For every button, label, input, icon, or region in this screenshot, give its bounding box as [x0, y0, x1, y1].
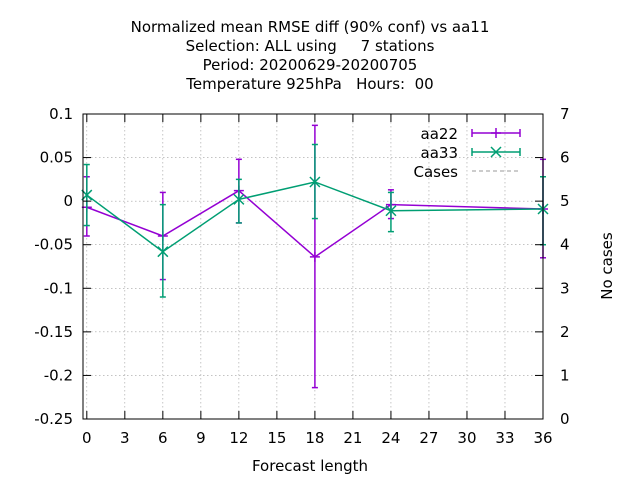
- chart-title: Normalized mean RMSE diff (90% conf) vs …: [131, 18, 490, 93]
- x-tick-label: 36: [533, 429, 552, 447]
- data-point: [233, 193, 245, 205]
- x-tick-label: 30: [457, 429, 476, 447]
- y-tick-label: -0.2: [44, 366, 73, 384]
- y2-axis-label: No cases: [598, 232, 616, 300]
- x-tick-label: 27: [419, 429, 438, 447]
- y-axis-ticks: 0.1 0.05 0 -0.05 -0.1 -0.15 -0.2 -0.25: [34, 105, 91, 428]
- y-tick-label: -0.1: [44, 279, 73, 297]
- y2-axis-ticks: 7 6 5 4 3 2 1 0: [535, 105, 570, 428]
- data-point: [490, 146, 502, 158]
- title-line-2: Selection: ALL using 7 stations: [186, 37, 435, 55]
- y-tick-label: 0: [63, 192, 73, 210]
- data-point: [309, 251, 320, 262]
- x-axis-label: Forecast length: [252, 457, 368, 475]
- x-tick-label: 0: [82, 429, 92, 447]
- grid: [83, 113, 544, 420]
- y-tick-label: -0.25: [34, 410, 73, 428]
- y-tick-label: 0.1: [49, 105, 73, 123]
- y2-tick-label: 7: [560, 105, 570, 123]
- legend-label: aa22: [421, 125, 458, 143]
- data-point: [385, 205, 397, 217]
- y2-tick-label: 4: [560, 236, 570, 254]
- data-point: [157, 246, 169, 258]
- x-tick-label: 9: [196, 429, 206, 447]
- y-tick-label: -0.05: [34, 236, 73, 254]
- y-tick-label: -0.15: [34, 323, 73, 341]
- plot-frame: [82, 113, 544, 420]
- series-line: [86, 181, 544, 253]
- data-series: [81, 124, 549, 389]
- x-axis-ticks: 0 3 6 9 12 15 18 21 24 27 30 33 36: [82, 114, 553, 447]
- y2-tick-label: 5: [560, 192, 570, 210]
- y2-tick-label: 6: [560, 149, 570, 167]
- x-tick-label: 33: [495, 429, 514, 447]
- y-tick-label: 0.05: [40, 149, 73, 167]
- y2-tick-label: 2: [560, 323, 570, 341]
- x-tick-label: 24: [381, 429, 400, 447]
- x-tick-label: 18: [305, 429, 324, 447]
- x-tick-label: 12: [229, 429, 248, 447]
- legend-label: Cases: [413, 163, 458, 181]
- series-aa33: [81, 143, 549, 298]
- x-tick-label: 6: [158, 429, 168, 447]
- title-line-1: Normalized mean RMSE diff (90% conf) vs …: [131, 18, 490, 36]
- y2-tick-label: 0: [560, 410, 570, 428]
- x-tick-label: 21: [343, 429, 362, 447]
- y2-tick-label: 1: [560, 366, 570, 384]
- title-line-3: Period: 20200629-20200705: [203, 56, 418, 74]
- x-tick-label: 3: [120, 429, 130, 447]
- title-line-4: Temperature 925hPa Hours: 00: [185, 75, 433, 93]
- y2-tick-label: 3: [560, 279, 570, 297]
- series-line: [86, 189, 544, 258]
- legend-label: aa33: [421, 144, 458, 162]
- data-point: [309, 176, 321, 188]
- data-point: [491, 128, 501, 138]
- x-tick-label: 15: [267, 429, 286, 447]
